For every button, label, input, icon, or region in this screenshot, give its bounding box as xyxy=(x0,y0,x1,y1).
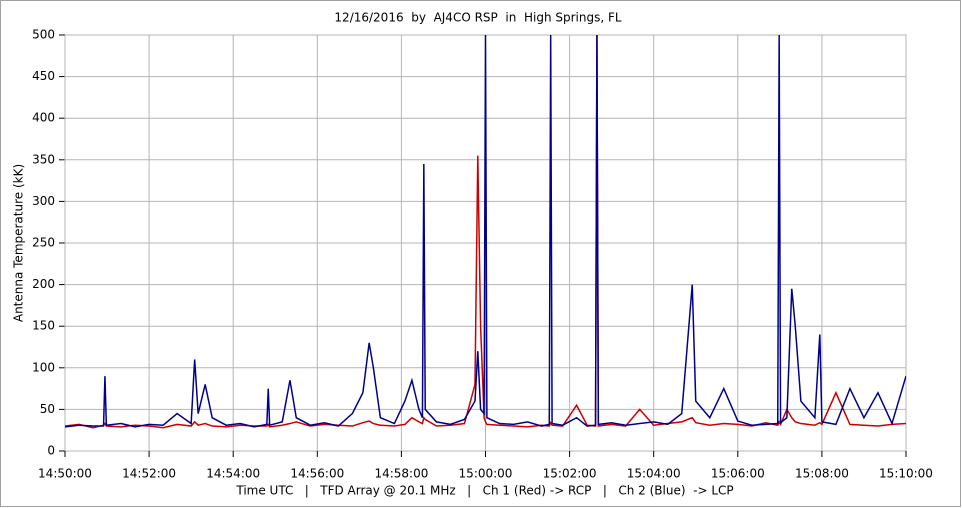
x-tick-label: 15:08:00 xyxy=(795,467,849,481)
chart-title: 12/16/2016 by AJ4CO RSP in High Springs,… xyxy=(334,11,621,25)
y-tick-label: 500 xyxy=(32,28,55,42)
y-tick-label: 100 xyxy=(32,360,55,374)
y-tick-label: 0 xyxy=(47,444,55,458)
x-tick-label: 15:02:00 xyxy=(543,467,597,481)
y-tick-label: 200 xyxy=(32,277,55,291)
y-tick-label: 50 xyxy=(40,402,55,416)
x-tick-label: 14:58:00 xyxy=(374,467,428,481)
x-tick-label: 14:50:00 xyxy=(38,467,92,481)
y-tick-label: 450 xyxy=(32,69,55,83)
y-tick-label: 350 xyxy=(32,152,55,166)
series-line xyxy=(65,35,906,428)
y-axis-label: Antenna Temperature (kK) xyxy=(12,164,26,322)
y-tick-label: 300 xyxy=(32,194,55,208)
y-tick-label: 250 xyxy=(32,236,55,250)
series-line xyxy=(65,35,906,429)
x-tick-label: 15:04:00 xyxy=(627,467,681,481)
x-axis-label: Time UTC | TFD Array @ 20.1 MHz | Ch 1 (… xyxy=(235,484,733,498)
x-tick-label: 14:52:00 xyxy=(122,467,176,481)
x-tick-label: 14:54:00 xyxy=(206,467,260,481)
x-tick-label: 15:00:00 xyxy=(459,467,513,481)
x-tick-label: 15:06:00 xyxy=(711,467,765,481)
y-tick-label: 400 xyxy=(32,111,55,125)
y-tick-label: 150 xyxy=(32,319,55,333)
x-tick-label: 15:10:00 xyxy=(879,467,933,481)
x-tick-label: 14:56:00 xyxy=(290,467,344,481)
